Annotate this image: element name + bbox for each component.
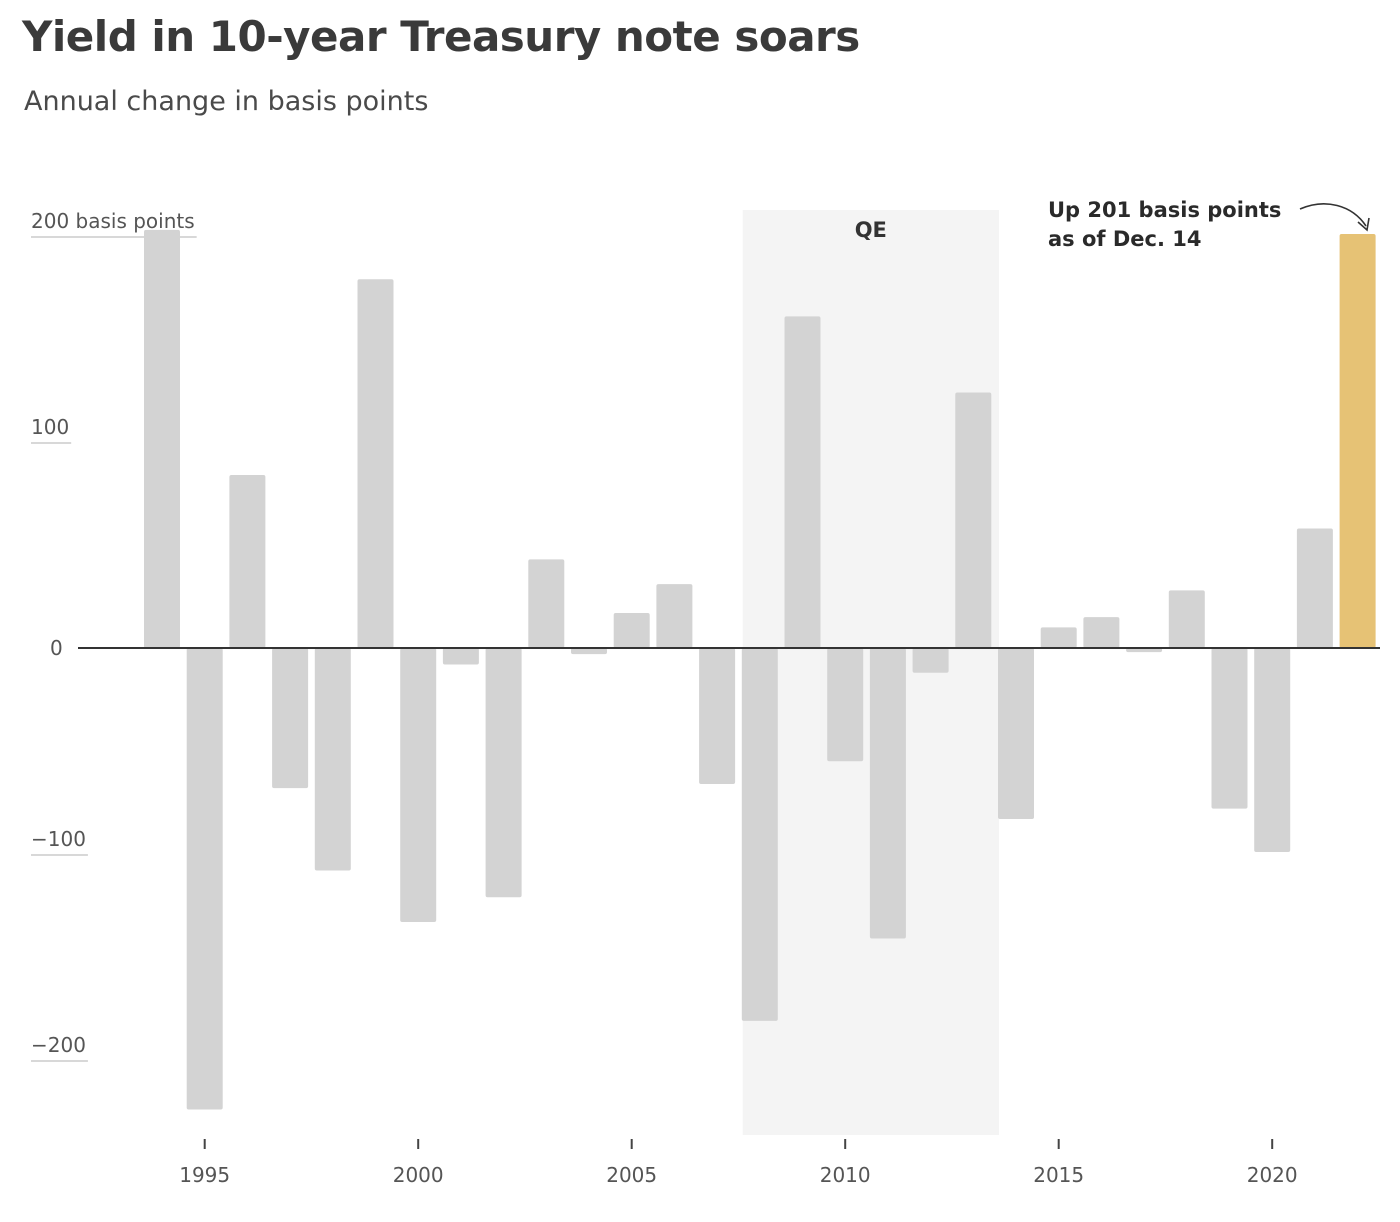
annotation-arrow-head bbox=[1357, 217, 1370, 232]
bar-1999 bbox=[357, 279, 394, 648]
bar-1997 bbox=[272, 648, 309, 789]
bar-2010 bbox=[827, 648, 864, 762]
bar-2020 bbox=[1254, 648, 1291, 852]
bar-2011 bbox=[869, 648, 906, 939]
qe-label: QE bbox=[855, 218, 887, 242]
bar-2003 bbox=[528, 559, 565, 648]
x-tick-label-2010: 2010 bbox=[820, 1163, 871, 1187]
bar-2017 bbox=[1126, 648, 1163, 653]
y-tick-label: −100 bbox=[31, 827, 86, 851]
annotation-line-1: Up 201 basis points bbox=[1048, 198, 1281, 222]
y-tick-label: 100 bbox=[31, 415, 69, 439]
x-tick-label-2015: 2015 bbox=[1033, 1163, 1084, 1187]
bar-2001 bbox=[442, 648, 479, 665]
bar-1994 bbox=[144, 229, 180, 648]
chart-title: Yield in 10-year Treasury note soars bbox=[22, 12, 860, 61]
y-tick-label: −200 bbox=[31, 1033, 86, 1057]
bar-2009 bbox=[784, 316, 821, 648]
bar-2006 bbox=[656, 584, 693, 648]
chart-subtitle: Annual change in basis points bbox=[24, 86, 429, 117]
bar-2013 bbox=[955, 392, 992, 648]
bar-2007 bbox=[699, 648, 736, 784]
bar-1998 bbox=[314, 648, 351, 871]
bar-2002 bbox=[485, 648, 522, 898]
x-tick-label-2005: 2005 bbox=[606, 1163, 657, 1187]
bar-2019 bbox=[1211, 648, 1248, 809]
bar-1996 bbox=[229, 474, 266, 648]
x-tick-label-1995: 1995 bbox=[179, 1163, 230, 1187]
bar-2018 bbox=[1168, 590, 1205, 648]
x-tick-label-2020: 2020 bbox=[1247, 1163, 1298, 1187]
bar-2016 bbox=[1083, 617, 1120, 648]
x-tick-label-2000: 2000 bbox=[393, 1163, 444, 1187]
bar-2022 bbox=[1339, 233, 1376, 648]
bar-2015 bbox=[1040, 627, 1077, 648]
annotation-line-2: as of Dec. 14 bbox=[1048, 227, 1202, 251]
bar-2012 bbox=[912, 648, 949, 673]
bar-2014 bbox=[998, 648, 1034, 819]
bar-1995 bbox=[186, 648, 223, 1110]
annotation-arrow-curve bbox=[1299, 203, 1367, 227]
bar-2000 bbox=[400, 648, 437, 922]
bar-2021 bbox=[1296, 528, 1333, 648]
y-tick-label: 200 basis points bbox=[31, 209, 195, 233]
y-tick-label-zero: 0 bbox=[50, 636, 63, 660]
bar-2005 bbox=[613, 612, 650, 648]
bar-2004 bbox=[571, 648, 607, 655]
bar-2008 bbox=[741, 648, 778, 1021]
